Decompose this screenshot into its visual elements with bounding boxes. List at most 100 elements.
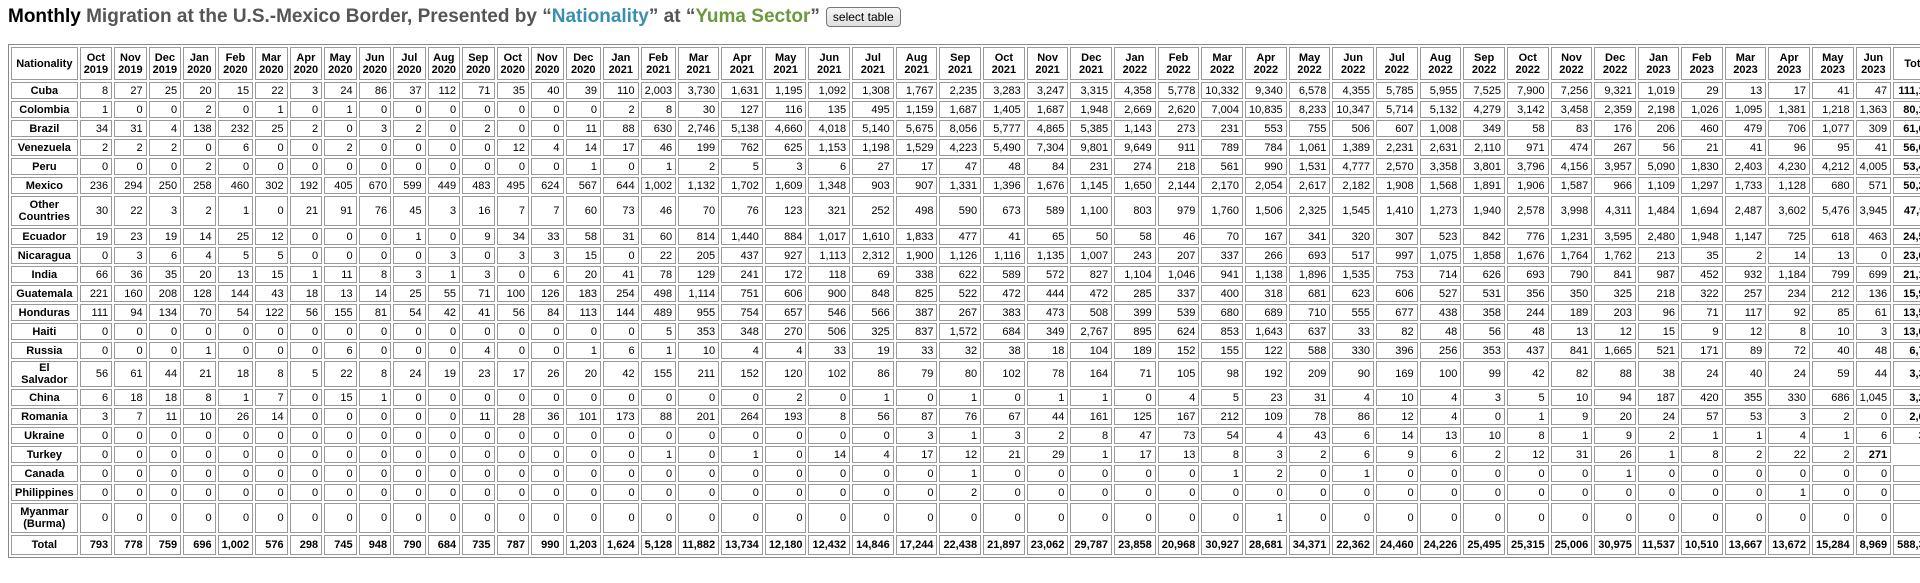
row-total-cell: 6,739 xyxy=(1893,342,1920,359)
select-table-button[interactable]: select table xyxy=(825,6,901,27)
table-cell: 841 xyxy=(1594,266,1636,283)
table-cell: 111 xyxy=(79,304,113,321)
column-header-month[interactable]: Dec 2020 xyxy=(565,47,602,80)
table-cell: 0 xyxy=(462,247,495,264)
column-header-month[interactable]: Jan 2020 xyxy=(183,47,216,80)
column-header-month[interactable]: May 2022 xyxy=(1288,47,1331,80)
table-cell: 164 xyxy=(1070,361,1113,387)
column-header-month[interactable]: Jul 2021 xyxy=(852,47,894,80)
table-cell: 0 xyxy=(603,389,639,406)
table-cell: 825 xyxy=(895,285,938,302)
table-cell: 17 xyxy=(496,361,530,387)
column-header-month[interactable]: Apr 2022 xyxy=(1245,47,1287,80)
column-header-month[interactable]: Apr 2023 xyxy=(1768,47,1810,80)
table-cell: 4 xyxy=(148,120,182,137)
table-cell: 0 xyxy=(358,158,392,175)
table-cell: 0 xyxy=(393,484,426,501)
column-header-month[interactable]: May 2021 xyxy=(764,47,807,80)
table-cell: 232 xyxy=(217,120,254,137)
column-header-month[interactable]: Jan 2023 xyxy=(1637,47,1679,80)
year-label: 2020 xyxy=(293,63,319,76)
table-cell: 205 xyxy=(678,247,720,264)
column-header-month[interactable]: Dec 2019 xyxy=(148,47,182,80)
column-header-month[interactable]: Jul 2020 xyxy=(393,47,426,80)
table-cell: 20 xyxy=(565,361,602,387)
column-header-month[interactable]: Dec 2022 xyxy=(1594,47,1636,80)
column-header-month[interactable]: Feb 2023 xyxy=(1680,47,1723,80)
table-cell: 1,077 xyxy=(1811,120,1854,137)
table-row: Mexico 236 294 250 258 460 302 192 405 670 599 449 4… xyxy=(11,177,1920,194)
column-header-month[interactable]: Oct 2022 xyxy=(1506,47,1549,80)
table-cell: 1 xyxy=(1070,446,1113,463)
column-total-cell: 25,006 xyxy=(1550,535,1593,555)
table-cell: 0 xyxy=(462,389,495,406)
table-cell: 307 xyxy=(1376,228,1418,245)
column-header-month[interactable]: May 2023 xyxy=(1811,47,1854,80)
table-cell: 814 xyxy=(678,228,720,245)
column-header-month[interactable]: Aug 2022 xyxy=(1419,47,1462,80)
column-header-month[interactable]: Nov 2021 xyxy=(1026,47,1069,80)
row-total-cell: 50,240 xyxy=(1893,177,1920,194)
column-header-month[interactable]: Jan 2022 xyxy=(1114,47,1156,80)
table-cell: 47 xyxy=(1855,82,1892,99)
column-header-month[interactable]: Nov 2019 xyxy=(114,47,147,80)
table-cell: 273 xyxy=(1157,120,1200,137)
column-header-month[interactable]: Nov 2020 xyxy=(531,47,564,80)
table-cell: 16 xyxy=(462,196,495,226)
table-cell: 21 xyxy=(289,196,323,226)
column-header-month[interactable]: Oct 2019 xyxy=(79,47,113,80)
table-cell: 1,045 xyxy=(1855,389,1892,406)
column-header-month[interactable]: Apr 2020 xyxy=(289,47,323,80)
table-cell: 0 xyxy=(895,465,938,482)
column-header-month[interactable]: Jun 2021 xyxy=(808,47,851,80)
table-cell: 9,649 xyxy=(1114,139,1156,156)
column-header-month[interactable]: Aug 2021 xyxy=(895,47,938,80)
table-cell: 0 xyxy=(255,427,288,444)
table-cell: 76 xyxy=(939,408,982,425)
column-header-nationality[interactable]: Nationality xyxy=(11,47,78,80)
column-header-month[interactable]: Feb 2020 xyxy=(217,47,254,80)
column-header-month[interactable]: Feb 2021 xyxy=(640,47,677,80)
table-cell: 1,297 xyxy=(1680,177,1723,194)
column-header-month[interactable]: Jun 2020 xyxy=(358,47,392,80)
table-cell: 207 xyxy=(1157,247,1200,264)
table-row: India 66 36 35 20 13 15 1 11 8 3 1 3 0 6 20 41 78 129 241 17… xyxy=(11,266,1920,283)
column-header-month[interactable]: Sep 2022 xyxy=(1463,47,1505,80)
column-header-month[interactable]: Apr 2021 xyxy=(721,47,763,80)
table-cell: 0 xyxy=(1419,465,1462,482)
column-header-month[interactable]: Aug 2020 xyxy=(427,47,461,80)
column-header-month[interactable]: Mar 2022 xyxy=(1201,47,1244,80)
table-cell: 0 xyxy=(183,484,216,501)
column-header-month[interactable]: Feb 2022 xyxy=(1157,47,1200,80)
table-cell: 420 xyxy=(1680,389,1723,406)
table-cell: 3 xyxy=(983,427,1025,444)
year-label: 2020 xyxy=(571,63,596,76)
table-cell: 0 xyxy=(1680,465,1723,482)
column-header-month[interactable]: Sep 2020 xyxy=(462,47,495,80)
table-cell: 3 xyxy=(895,427,938,444)
table-cell: 8,056 xyxy=(939,120,982,137)
column-header-month[interactable]: Oct 2021 xyxy=(983,47,1025,80)
table-cell: 1 xyxy=(79,101,113,118)
column-header-month[interactable]: Mar 2020 xyxy=(255,47,288,80)
column-header-month[interactable]: Jan 2021 xyxy=(603,47,639,80)
column-header-month[interactable]: Mar 2023 xyxy=(1724,47,1767,80)
table-cell: 212 xyxy=(1811,285,1854,302)
table-cell: 1 xyxy=(1594,465,1636,482)
title-dimension-link[interactable]: Nationality xyxy=(551,5,649,27)
column-header-month[interactable]: Jun 2023 xyxy=(1855,47,1892,80)
column-header-month[interactable]: Nov 2022 xyxy=(1550,47,1593,80)
column-header-month[interactable]: Mar 2021 xyxy=(678,47,720,80)
column-header-month[interactable]: Jun 2022 xyxy=(1332,47,1374,80)
column-total-cell: 12,180 xyxy=(764,535,807,555)
column-header-month[interactable]: Dec 2021 xyxy=(1070,47,1113,80)
table-cell: 437 xyxy=(721,247,763,264)
title-sector-link[interactable]: Yuma Sector xyxy=(695,5,811,27)
column-header-month[interactable]: Sep 2021 xyxy=(939,47,982,80)
table-cell: 1,767 xyxy=(895,82,938,99)
table-cell: 0 xyxy=(678,465,720,482)
column-header-total[interactable]: Total xyxy=(1893,47,1920,80)
column-header-month[interactable]: Oct 2020 xyxy=(496,47,530,80)
column-header-month[interactable]: Jul 2022 xyxy=(1376,47,1418,80)
column-header-month[interactable]: May 2020 xyxy=(324,47,357,80)
